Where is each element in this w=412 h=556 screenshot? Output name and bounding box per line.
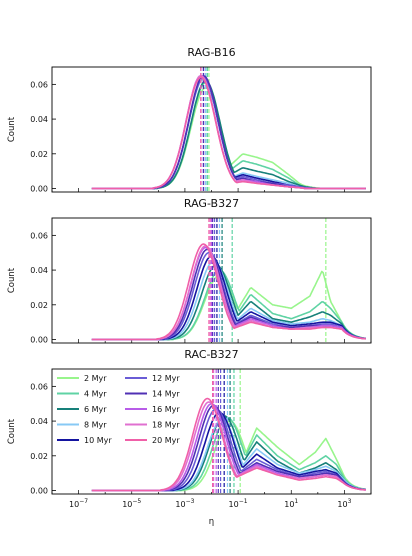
panel-3: RAC-B327 Count 0.00 0.02 0.04 0.06 10−7 10−5 10−… bbox=[7, 348, 372, 509]
legend-label: 20 Myr bbox=[152, 436, 180, 445]
panel-2: RAG-B327 Count 0.00 0.02 0.04 0.06 bbox=[7, 197, 372, 345]
y-tick-label: 0.04 bbox=[30, 417, 48, 426]
x-tick-exponent: −5 bbox=[132, 498, 141, 505]
legend-label: 8 Myr bbox=[84, 421, 107, 430]
legend-label: 10 Myr bbox=[84, 436, 112, 445]
x-tick-label: 10−5 bbox=[122, 498, 141, 509]
y-tick-label: 0.02 bbox=[30, 301, 48, 310]
x-tick-label: 10−1 bbox=[229, 498, 248, 509]
series-line-20-Myr bbox=[91, 243, 366, 341]
legend-label: 16 Myr bbox=[152, 405, 180, 414]
series-line-20-Myr bbox=[91, 397, 366, 492]
y-tick-label: 0.00 bbox=[30, 487, 48, 496]
x-tick-label: 101 bbox=[284, 498, 298, 509]
y-tick-label: 0.02 bbox=[30, 452, 48, 461]
y-tick-label: 0.04 bbox=[30, 115, 48, 124]
x-axis-label: η bbox=[209, 517, 214, 527]
legend: 2 Myr 4 Myr 6 Myr 8 Myr 10 Myr 12 Myr 14 Myr 16… bbox=[57, 374, 180, 445]
legend-label: 12 Myr bbox=[152, 374, 180, 383]
y-tick-label: 0.06 bbox=[30, 231, 48, 240]
legend-label: 18 Myr bbox=[152, 421, 180, 430]
y-axis-label: Count bbox=[7, 267, 17, 293]
series-line-4-Myr bbox=[91, 81, 366, 190]
y-axis-label: Count bbox=[7, 418, 17, 444]
y-tick-label: 0.00 bbox=[30, 185, 48, 194]
x-tick-exponent: −3 bbox=[186, 498, 195, 505]
legend-label: 2 Myr bbox=[84, 374, 107, 383]
x-tick-label: 10−7 bbox=[69, 498, 88, 509]
legend-label: 6 Myr bbox=[84, 405, 107, 414]
series-line-2-Myr bbox=[91, 87, 366, 190]
axes-frame bbox=[51, 368, 372, 495]
panel-title: RAG-B327 bbox=[184, 197, 239, 210]
panel-title: RAG-B16 bbox=[187, 46, 235, 59]
legend-label: 14 Myr bbox=[152, 390, 180, 399]
axes-frame bbox=[51, 217, 372, 344]
y-tick-label: 0.06 bbox=[30, 80, 48, 89]
x-tick-label: 10−3 bbox=[175, 498, 194, 509]
x-tick-exponent: 1 bbox=[294, 498, 298, 505]
y-tick-label: 0.02 bbox=[30, 150, 48, 159]
x-tick-label: 103 bbox=[337, 498, 351, 509]
x-tick-exponent: 3 bbox=[348, 498, 352, 505]
y-tick-label: 0.06 bbox=[30, 382, 48, 391]
x-tick-exponent: −7 bbox=[79, 498, 88, 505]
panel-1: RAG-B16 Count 0.00 0.02 0.04 0.06 bbox=[7, 46, 372, 194]
y-tick-label: 0.04 bbox=[30, 266, 48, 275]
legend-label: 4 Myr bbox=[84, 390, 107, 399]
panel-title: RAC-B327 bbox=[184, 348, 238, 361]
x-tick-exponent: −1 bbox=[239, 498, 248, 505]
axes-frame bbox=[51, 66, 372, 193]
y-axis-label: Count bbox=[7, 116, 17, 142]
y-tick-label: 0.00 bbox=[30, 336, 48, 345]
series-line-20-Myr bbox=[91, 76, 366, 190]
